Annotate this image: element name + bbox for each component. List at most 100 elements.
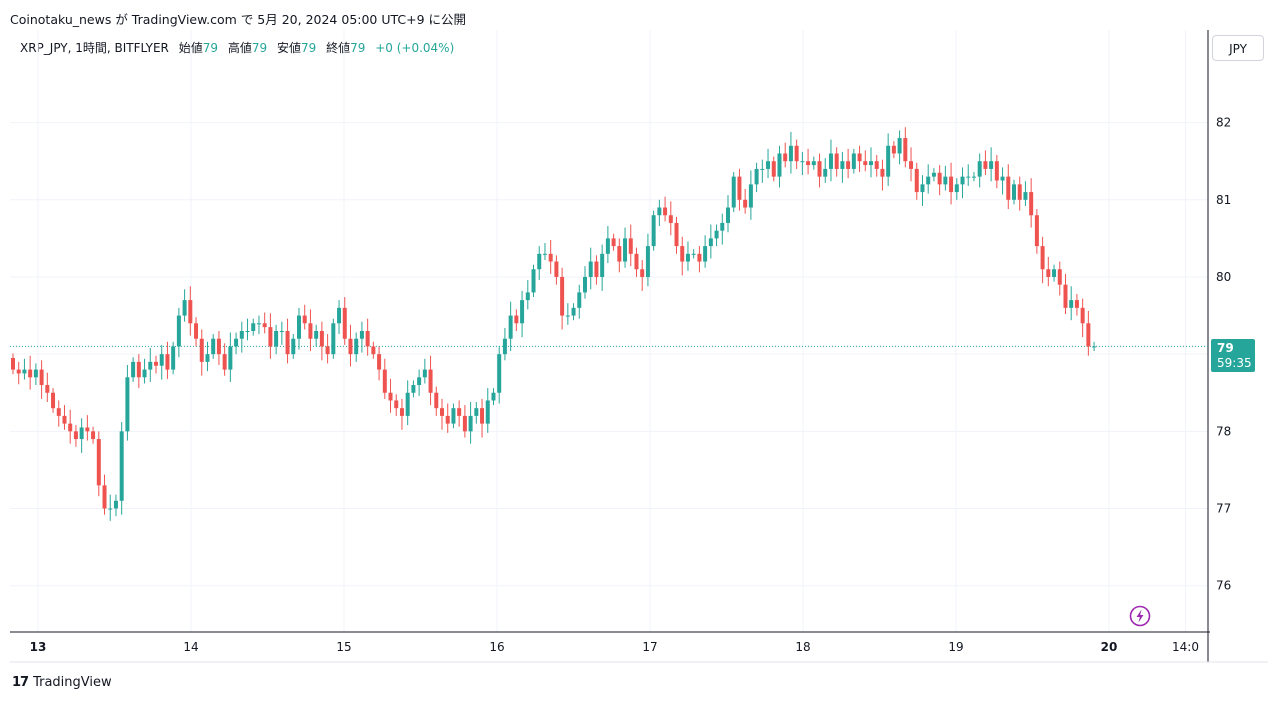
candle-body (297, 315, 301, 339)
candle-body (897, 138, 902, 154)
last-price-tag: 79 59:35 (1211, 339, 1255, 372)
candle-body (554, 261, 559, 277)
candle-body (302, 315, 307, 324)
candle-body (405, 392, 410, 416)
candle-body (251, 323, 256, 331)
candle-body (611, 238, 616, 247)
candle-body (1017, 184, 1022, 200)
candle-body (188, 300, 193, 324)
candle-body (834, 153, 839, 169)
candle-body (886, 145, 891, 177)
candle-body (388, 392, 393, 401)
candle-body (1012, 184, 1016, 200)
candle-body (931, 172, 936, 177)
time-tick-label: 14 (183, 640, 198, 654)
candle-body (588, 261, 593, 277)
candle-body (663, 207, 668, 216)
candle-body (62, 415, 67, 424)
candle-body (102, 485, 107, 509)
time-tick-label: 18 (795, 640, 810, 654)
candle-body (11, 358, 15, 370)
candle-body (525, 292, 530, 301)
candle-body (794, 145, 799, 162)
candle-body (342, 307, 347, 339)
candle-body (989, 161, 994, 169)
candle-body (434, 392, 439, 409)
candle-body (165, 354, 170, 370)
candle-body (285, 331, 290, 355)
candle-body (806, 161, 811, 166)
candle-body (903, 138, 908, 162)
candle-body (148, 361, 153, 370)
candle-body (1080, 307, 1085, 324)
branding-footer[interactable]: 17 TradingView (12, 675, 112, 690)
candle-body (726, 207, 730, 223)
candle-body (1092, 346, 1097, 348)
candle-body (39, 369, 44, 386)
candle-body (485, 400, 490, 424)
candle-body (28, 369, 33, 378)
candle-body (440, 408, 444, 416)
candle-body (828, 153, 833, 169)
candle-body (474, 408, 479, 416)
candle-body (926, 176, 931, 185)
candle-body (136, 361, 141, 378)
candle-body (720, 222, 725, 231)
publish-attribution: Coinotaku_news が TradingView.com で 5月 20… (10, 12, 467, 27)
candle-body (182, 300, 187, 316)
ohlc-legend: XRP_JPY, 1時間, BITFLYER 始値79 高値79 安値79 終値… (20, 39, 454, 56)
candle-body (16, 369, 21, 374)
candle-body (359, 331, 364, 339)
candle-body (869, 161, 873, 166)
candle-body (365, 331, 370, 347)
candle-body (857, 153, 862, 162)
candle-body (760, 168, 765, 170)
candle-body (645, 246, 650, 277)
candle-body (228, 346, 233, 370)
candle-body (571, 307, 576, 316)
candle-body (651, 215, 656, 247)
candle-body (79, 427, 84, 440)
candle-body (771, 161, 776, 177)
price-tick-label: 81 (1216, 193, 1231, 207)
candle-body (600, 253, 605, 277)
candle-body (714, 230, 719, 239)
candle-body (966, 176, 971, 178)
candle-body (977, 161, 982, 177)
candle-body (1040, 246, 1045, 270)
candle-body (331, 323, 336, 355)
time-tick-label: 17 (642, 640, 657, 654)
symbol-label[interactable]: XRP_JPY, 1時間, BITFLYER (20, 41, 169, 55)
candle-body (337, 307, 342, 324)
candle-body (983, 161, 988, 169)
candle-body (268, 327, 273, 347)
candle-body (399, 408, 404, 416)
candle-body (85, 427, 90, 432)
candle-body (1074, 300, 1079, 308)
candle-body (319, 331, 324, 347)
lightning-icon[interactable] (1129, 605, 1151, 627)
candle-body (1000, 176, 1005, 181)
low-value: 79 (300, 41, 317, 55)
candle-body (542, 253, 547, 255)
tradingview-logo-icon: 17 (12, 675, 29, 690)
candle-body (382, 369, 387, 393)
candle-body (113, 500, 118, 509)
candle-body (909, 161, 914, 169)
price-tick-label: 77 (1216, 502, 1231, 516)
candle-body (245, 331, 250, 332)
candle-body (411, 385, 416, 393)
currency-button[interactable]: JPY (1212, 35, 1264, 61)
candle-body (817, 161, 822, 177)
candle-body (256, 323, 261, 325)
candle-body (211, 338, 216, 355)
candle-body (874, 161, 879, 169)
candle-body (634, 253, 639, 270)
candle-body (33, 369, 38, 378)
candle-body (640, 269, 645, 277)
candle-body (51, 392, 56, 409)
price-tick-label: 80 (1216, 270, 1231, 284)
candle-body (514, 315, 519, 324)
candle-body (354, 338, 359, 355)
